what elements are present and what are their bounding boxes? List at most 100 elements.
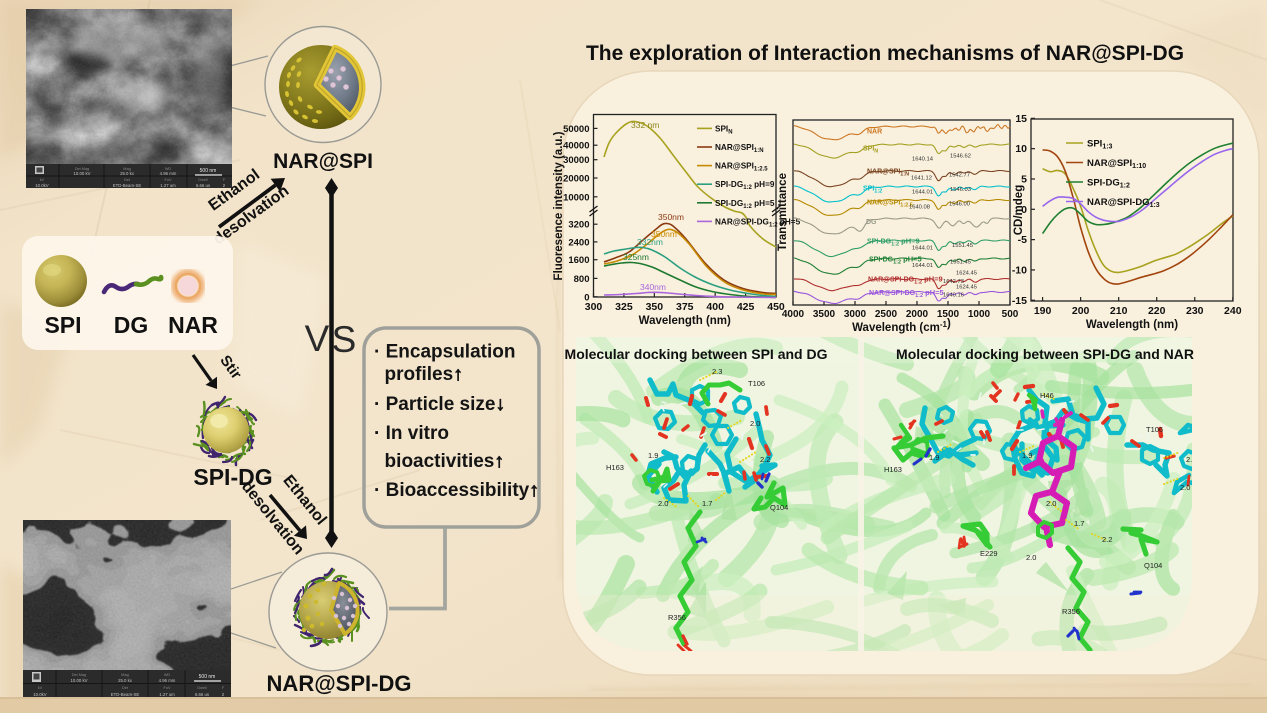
svg-text:Fluoresence intensity (a.u.): Fluoresence intensity (a.u.): [553, 131, 565, 280]
svg-text:kV: kV: [38, 686, 43, 690]
svg-text:NAR@SPI1:N: NAR@SPI1:N: [715, 143, 764, 154]
svg-text:WD: WD: [165, 167, 172, 171]
svg-text:2400: 2400: [568, 237, 589, 248]
svg-text:CD/mdeg: CD/mdeg: [1013, 185, 1025, 235]
svg-text:Molecular docking between SPI: Molecular docking between SPI and DG: [565, 346, 828, 362]
svg-text:425: 425: [737, 301, 755, 313]
svg-text:2500: 2500: [875, 309, 898, 320]
svg-text:40000: 40000: [563, 141, 589, 152]
svg-text:F: F: [222, 686, 225, 690]
svg-text:10.00 kV: 10.00 kV: [74, 171, 91, 176]
svg-text:Mag: Mag: [121, 673, 128, 677]
svg-text:SPI-DG1:2: SPI-DG1:2: [1087, 178, 1130, 190]
svg-text:15: 15: [1015, 113, 1027, 125]
svg-text:NAR@SPI1:2.5: NAR@SPI1:2.5: [867, 200, 913, 209]
svg-text:1551.45: 1551.45: [950, 260, 971, 266]
svg-text:SPIN: SPIN: [863, 146, 878, 155]
svg-text:1640.16: 1640.16: [943, 293, 964, 299]
svg-text:2.2: 2.2: [1102, 535, 1112, 544]
svg-text:1546.03: 1546.03: [950, 187, 971, 193]
svg-text:profiles↑: profiles↑: [374, 364, 463, 385]
svg-text:2.0: 2.0: [750, 419, 760, 428]
svg-text:10.0kV: 10.0kV: [35, 183, 49, 188]
svg-text:The exploration of Interaction: The exploration of Interaction mechanism…: [586, 42, 1184, 65]
svg-text:6.66 us: 6.66 us: [196, 183, 210, 188]
svg-text:325: 325: [615, 301, 633, 313]
svg-text:NAR@SPI-DG1:2 pH=5: NAR@SPI-DG1:2 pH=5: [715, 217, 801, 228]
svg-text:1.27 um: 1.27 um: [160, 183, 176, 188]
svg-text:3500: 3500: [813, 309, 836, 320]
svg-text:F: F: [223, 178, 226, 182]
svg-text:2.3: 2.3: [1186, 455, 1196, 464]
svg-text:350nm: 350nm: [651, 229, 677, 239]
svg-text:50000: 50000: [563, 124, 589, 135]
svg-text:Dwell: Dwell: [198, 178, 207, 182]
svg-text:332nm: 332nm: [637, 237, 663, 247]
svg-text:4.96 mm: 4.96 mm: [159, 678, 176, 683]
svg-text:1546.62: 1546.62: [950, 154, 971, 160]
svg-text:220: 220: [1148, 305, 1166, 317]
svg-text:-5: -5: [1018, 234, 1027, 246]
svg-text:325nm: 325nm: [623, 252, 649, 262]
svg-text:1624.45: 1624.45: [956, 285, 977, 291]
svg-text:R356: R356: [668, 613, 686, 622]
svg-text:1644.01: 1644.01: [912, 263, 933, 269]
svg-text:350nm: 350nm: [658, 212, 684, 222]
svg-text:350: 350: [646, 301, 664, 313]
svg-text:Det Mag: Det Mag: [72, 673, 86, 677]
svg-text:340nm: 340nm: [640, 282, 666, 292]
svg-text:240: 240: [1224, 305, 1242, 317]
svg-text:2: 2: [222, 692, 225, 697]
svg-text:1.7: 1.7: [1074, 519, 1084, 528]
svg-text:H163: H163: [606, 463, 624, 472]
svg-text:H163: H163: [884, 465, 902, 474]
svg-text:S: S: [332, 319, 357, 360]
svg-text:DG: DG: [114, 312, 149, 338]
svg-text:Wavelength (nm): Wavelength (nm): [1086, 319, 1178, 331]
svg-text:1500: 1500: [937, 309, 960, 320]
svg-text:10.00 kV: 10.00 kV: [71, 678, 88, 683]
svg-text:SPI-DG1:2 pH=5: SPI-DG1:2 pH=5: [715, 199, 775, 210]
svg-text:0: 0: [584, 292, 589, 303]
svg-text:T106: T106: [1146, 425, 1163, 434]
svg-text:SPI-DG1:2 pH=5: SPI-DG1:2 pH=5: [869, 255, 922, 266]
svg-text:SPI-DG1:2 pH=9: SPI-DG1:2 pH=9: [715, 180, 775, 191]
svg-text:20000: 20000: [563, 174, 589, 185]
svg-text:1.9: 1.9: [1022, 451, 1032, 460]
svg-text:NAR@SPI-DG1:3: NAR@SPI-DG1:3: [1087, 197, 1160, 209]
svg-text:· Particle size↓: · Particle size↓: [374, 394, 505, 415]
svg-text:SPI-DG: SPI-DG: [193, 464, 272, 490]
svg-text:2.2: 2.2: [760, 455, 770, 464]
svg-text:Molecular docking between SPI-: Molecular docking between SPI-DG and NAR: [896, 346, 1194, 362]
svg-text:H46: H46: [1040, 391, 1054, 400]
svg-text:NAR@SPI-DG: NAR@SPI-DG: [267, 671, 412, 696]
svg-text:4000: 4000: [782, 309, 805, 320]
svg-text:500: 500: [1002, 309, 1019, 320]
svg-text:NAR@SPI-DG1:2 pH=9: NAR@SPI-DG1:2 pH=9: [868, 275, 943, 286]
svg-text:· In vitro: · In vitro: [374, 423, 449, 444]
svg-text:1644.01: 1644.01: [912, 190, 933, 196]
svg-text:2000: 2000: [906, 309, 929, 320]
svg-text:30000: 30000: [563, 155, 589, 166]
svg-text:1600: 1600: [568, 255, 589, 266]
svg-text:R356: R356: [1062, 607, 1080, 616]
svg-text:ETD-Beam-SE: ETD-Beam-SE: [113, 183, 142, 188]
svg-text:2.0: 2.0: [1026, 553, 1036, 562]
svg-text:1.9: 1.9: [929, 453, 939, 462]
svg-text:kV: kV: [40, 178, 45, 182]
svg-text:10.0kV: 10.0kV: [33, 692, 47, 697]
svg-text:NAR@SPI: NAR@SPI: [273, 150, 373, 173]
svg-text:FoV: FoV: [165, 178, 172, 182]
svg-text:800: 800: [574, 274, 590, 285]
svg-text:500 nm: 500 nm: [199, 674, 216, 680]
svg-text:-15: -15: [1012, 295, 1027, 307]
svg-text:375: 375: [676, 301, 694, 313]
svg-text:1542.77: 1542.77: [949, 173, 970, 179]
svg-text:3200: 3200: [568, 220, 589, 231]
svg-text:Det: Det: [122, 686, 129, 690]
svg-text:Mag: Mag: [123, 167, 130, 171]
svg-text:332 nm: 332 nm: [631, 120, 659, 130]
svg-text:1640.08: 1640.08: [909, 205, 930, 211]
svg-text:Det Mag: Det Mag: [75, 167, 89, 171]
svg-text:200: 200: [1072, 305, 1090, 317]
